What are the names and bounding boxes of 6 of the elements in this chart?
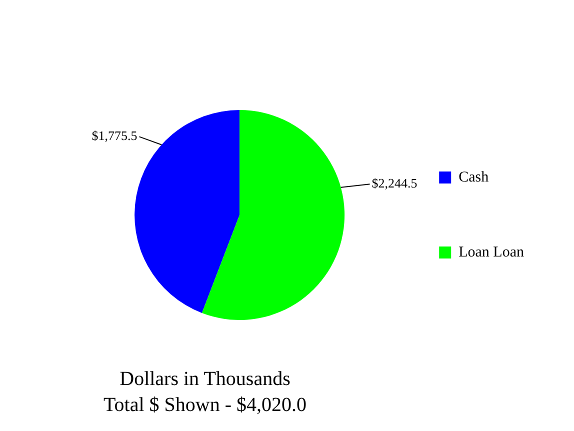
- text: Total $ Shown - $4,020.0: [102, 394, 308, 417]
- text: Dollars in Thousands: [118, 368, 292, 391]
- data-label: $2,244.5: [372, 176, 418, 191]
- data-label: $1,775.5: [92, 128, 138, 144]
- legend-label: Loan Loan: [458, 244, 524, 260]
- legend-label: Cash: [458, 169, 490, 186]
